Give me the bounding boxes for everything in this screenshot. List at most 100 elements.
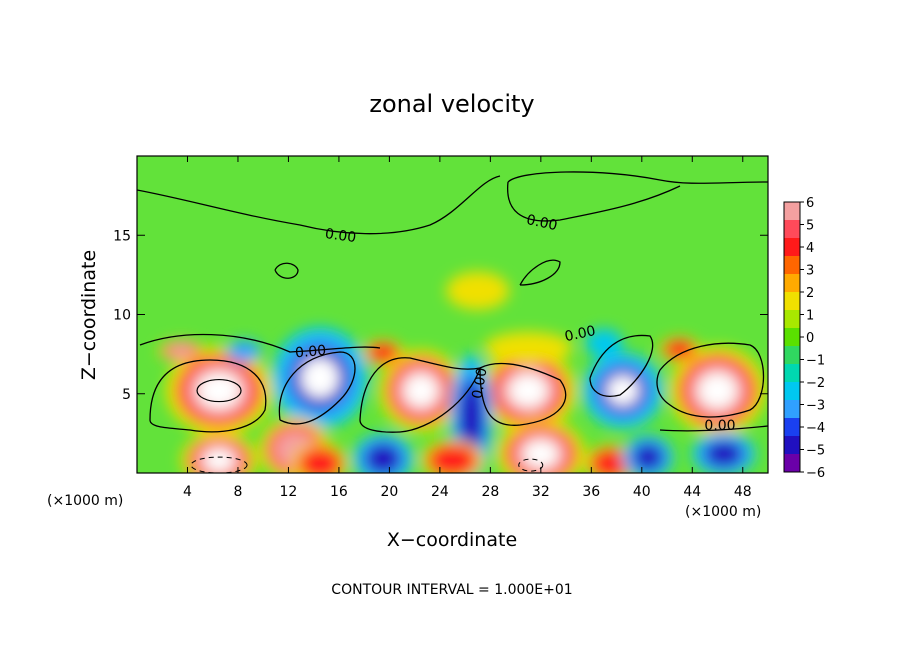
x-tick-label: 16	[330, 484, 348, 500]
colorbar-tick-label: −3	[806, 399, 825, 414]
contour-line	[506, 181, 681, 222]
x-tick-label: 20	[380, 484, 398, 500]
y-axis: 5 10 15	[113, 228, 768, 403]
colorbar-swatch	[784, 364, 800, 383]
contour-line	[507, 171, 768, 184]
colorbar-tick-label: 6	[806, 196, 814, 211]
x-tick-label: 12	[280, 484, 298, 500]
anomaly-band	[167, 344, 195, 358]
contour-label: 0.00	[704, 418, 735, 434]
contour-interval-note: CONTOUR INTERVAL = 1.000E+01	[331, 582, 572, 598]
contour-line	[519, 259, 561, 286]
velocity-anomaly	[585, 444, 636, 473]
contour-label: 0.00	[563, 323, 597, 345]
colorbar-tick-label: −5	[806, 444, 825, 459]
anomaly-band	[230, 342, 259, 360]
colorbar-tick-label: −2	[806, 376, 825, 391]
colorbar-tick-label: 2	[806, 286, 814, 301]
y-tick-label: 15	[113, 228, 131, 244]
x-tick-label: 48	[734, 484, 752, 500]
contour-line	[518, 458, 544, 472]
contour-line	[149, 359, 267, 433]
velocity-anomaly	[496, 419, 585, 473]
colorbar: 6 5 4 3 2 1 0 −1 −2 −3 −4 −5 −6	[783, 196, 825, 481]
anomaly-band	[427, 443, 478, 473]
anomaly-band	[632, 443, 664, 471]
contour-line	[139, 333, 381, 353]
anomaly-band	[704, 440, 743, 468]
velocity-anomaly	[292, 442, 348, 473]
velocity-anomaly	[158, 339, 204, 363]
contour-line	[589, 334, 654, 397]
velocity-anomaly	[480, 349, 577, 432]
colorbar-swatch	[784, 346, 800, 365]
velocity-anomaly	[362, 339, 404, 366]
chart-title: zonal velocity	[369, 90, 534, 118]
anomaly-band	[590, 448, 631, 473]
colorbar-swatch	[784, 256, 800, 275]
anomaly-band	[446, 271, 510, 310]
anomaly-band	[606, 375, 640, 406]
velocity-anomaly	[659, 336, 700, 363]
y-tick-label: 10	[113, 308, 131, 324]
colorbar-swatch	[784, 274, 800, 293]
velocity-anomaly	[484, 331, 573, 364]
colorbar-tick-label: 0	[806, 331, 814, 346]
anomaly-band	[203, 448, 235, 472]
contour-label: 0.00	[324, 226, 357, 246]
velocity-anomaly	[622, 434, 674, 473]
colorbar-tick-label: 3	[806, 264, 814, 279]
colorbar-tick-label: −6	[806, 466, 825, 481]
colorbar-swatch	[784, 238, 800, 257]
contour-line	[656, 342, 765, 418]
velocity-anomaly	[181, 431, 257, 473]
x-tick-label: 28	[481, 484, 499, 500]
x-axis: 4 8 12 16 20 24 28 32 36 40 44 48	[183, 156, 752, 500]
colorbar-tick-label: −4	[806, 421, 825, 436]
y-tick-label: 5	[122, 387, 131, 403]
colorbar-tick-label: 5	[806, 219, 814, 234]
contour-line	[278, 351, 356, 425]
contour-line	[190, 456, 248, 473]
anomaly-band	[404, 374, 438, 408]
plot-area: 0.000.000.000.000.000.00 4 8 12 16 20 24 28 32 3…	[113, 155, 769, 500]
anomaly-band	[484, 331, 573, 364]
x-tick-label: 36	[582, 484, 600, 500]
contour-line	[479, 362, 567, 426]
x-tick-label: 24	[431, 484, 449, 500]
x-tick-label: 8	[233, 484, 242, 500]
velocity-anomaly	[446, 271, 510, 310]
velocity-anomaly	[166, 346, 273, 435]
contour-label: 0.00	[525, 212, 559, 234]
colorbar-swatch	[784, 436, 800, 455]
colorbar-swatch	[784, 400, 800, 419]
velocity-anomaly	[226, 339, 262, 363]
anomaly-band	[585, 328, 623, 358]
anomaly-band	[364, 443, 402, 473]
contour-label: 0.00	[294, 343, 326, 362]
colorbar-swatch	[784, 382, 800, 401]
anomaly-band	[698, 372, 737, 409]
x-tick-label: 32	[532, 484, 550, 500]
contour-lines	[137, 171, 768, 473]
contour-line	[137, 175, 501, 235]
colorbar-swatch	[784, 220, 800, 239]
velocity-anomaly	[420, 439, 485, 473]
y-axis-label: Z−coordinate	[78, 250, 100, 380]
colorbar-swatch	[784, 328, 800, 347]
velocity-anomaly	[692, 431, 756, 473]
colorbar-swatch	[784, 310, 800, 329]
anomaly-band	[297, 447, 343, 473]
x-unit-left: (×1000 m)	[47, 493, 123, 509]
anomaly-band	[523, 440, 559, 468]
x-axis-label: X−coordinate	[387, 529, 517, 551]
contour-line	[659, 425, 768, 432]
colorbar-tick-label: −1	[806, 354, 825, 369]
x-unit-right: (×1000 m)	[685, 504, 761, 520]
contour-line	[274, 262, 299, 279]
velocity-anomaly	[379, 349, 463, 432]
colorbar-swatch	[784, 418, 800, 437]
anomaly-band	[458, 379, 485, 456]
x-tick-label: 4	[183, 484, 192, 500]
